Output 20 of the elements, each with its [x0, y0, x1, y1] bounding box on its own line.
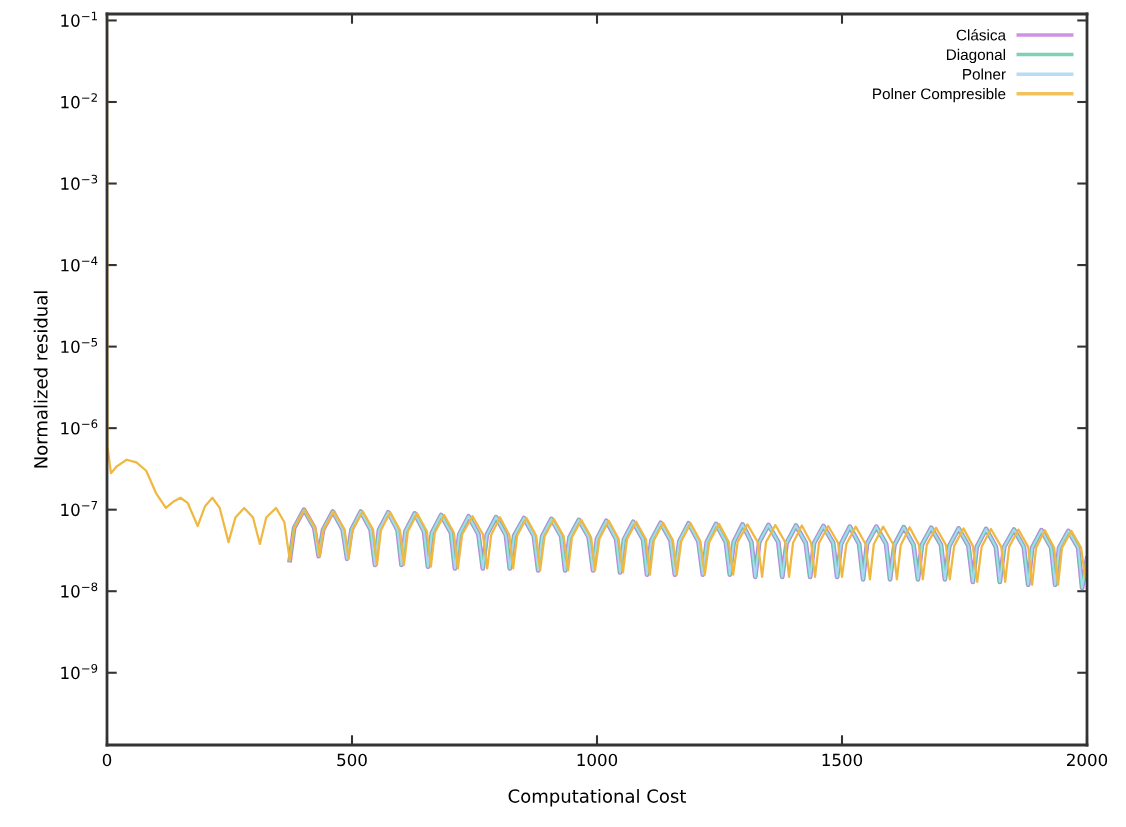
y-tick-label: 10$^{−7}$	[61, 501, 98, 517]
x-axis-title: Computational Cost	[508, 788, 686, 807]
x-tick-label: 500	[337, 753, 367, 767]
y-tick-label: 10$^{−3}$	[61, 174, 98, 190]
x-tick-label: 1000	[577, 753, 618, 767]
x-tick-label: 0	[102, 753, 112, 767]
y-tick-label: 10$^{−8}$	[61, 582, 98, 598]
y-tick-label: 10$^{−2}$	[61, 93, 97, 109]
legend-label: Diagonal	[946, 48, 1006, 64]
legend-label: Polner Compresible	[873, 88, 1006, 103]
x-tick-label: 1500	[822, 753, 863, 767]
y-axis-title: Normalized residual	[33, 291, 48, 468]
legend-label: Clásica	[956, 29, 1007, 41]
y-tick-label: 10$^{−9}$	[61, 663, 98, 680]
y-tick-label: 10$^{−4}$	[61, 256, 98, 272]
legend-label: Polner	[963, 68, 1006, 80]
x-tick-label: 2000	[1067, 753, 1108, 767]
y-tick-label: 10$^{−6}$	[61, 419, 98, 435]
y-tick-label: 10$^{−1}$	[61, 11, 97, 27]
y-tick-label: 10$^{−5}$	[61, 337, 98, 354]
